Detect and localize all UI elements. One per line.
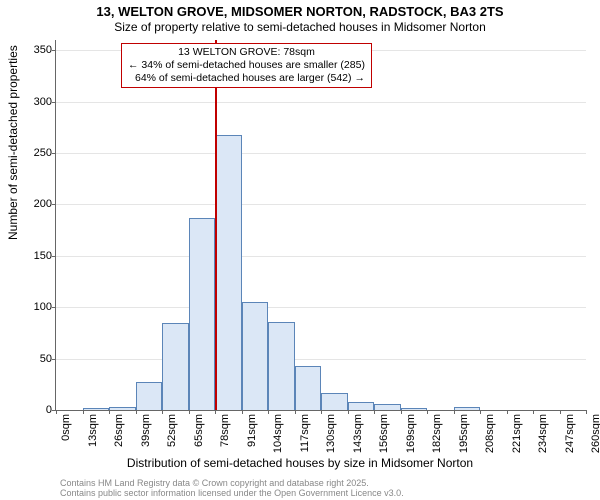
x-tick-label: 26sqm	[113, 414, 125, 447]
histogram-bar	[374, 404, 401, 410]
x-tick	[348, 410, 349, 414]
y-tick	[52, 153, 56, 154]
x-tick	[401, 410, 402, 414]
y-tick-label: 100	[34, 301, 52, 313]
histogram-bar	[348, 402, 375, 410]
y-tick-label: 50	[40, 353, 52, 365]
y-tick-label: 0	[46, 404, 52, 416]
x-tick-label: 182sqm	[431, 414, 443, 453]
histogram-bar	[136, 382, 163, 410]
x-tick-label: 234sqm	[537, 414, 549, 453]
x-tick-label: 117sqm	[299, 414, 311, 452]
annotation-box: 13 WELTON GROVE: 78sqm ← 34% of semi-det…	[121, 43, 372, 88]
y-tick	[52, 359, 56, 360]
x-tick-label: 104sqm	[272, 414, 284, 453]
x-tick	[533, 410, 534, 414]
y-axis-label: Number of semi-detached properties	[6, 45, 20, 240]
histogram-bar	[162, 323, 189, 410]
x-tick	[242, 410, 243, 414]
x-tick	[136, 410, 137, 414]
histogram-bar	[242, 302, 269, 410]
plot-area: 0501001502002503003500sqm13sqm26sqm39sqm…	[55, 40, 586, 411]
chart-subtitle: Size of property relative to semi-detach…	[0, 20, 600, 34]
x-tick-label: 195sqm	[458, 414, 470, 453]
x-tick-label: 78sqm	[219, 414, 231, 447]
x-tick	[189, 410, 190, 414]
x-tick	[83, 410, 84, 414]
x-tick	[215, 410, 216, 414]
x-tick	[454, 410, 455, 414]
x-tick	[374, 410, 375, 414]
x-tick-label: 65sqm	[193, 414, 205, 447]
x-tick	[162, 410, 163, 414]
y-tick-label: 350	[34, 44, 52, 56]
x-axis-label: Distribution of semi-detached houses by …	[0, 456, 600, 470]
histogram-bar	[215, 135, 242, 410]
histogram-bar	[295, 366, 322, 410]
histogram-bar	[454, 407, 481, 410]
histogram-bar	[109, 407, 136, 410]
gridline	[56, 204, 586, 205]
y-tick-label: 250	[34, 147, 52, 159]
x-tick	[109, 410, 110, 414]
property-marker-line	[215, 40, 217, 410]
y-tick-label: 200	[34, 198, 52, 210]
x-tick	[560, 410, 561, 414]
x-tick	[321, 410, 322, 414]
histogram-bar	[401, 408, 428, 410]
histogram-bar	[83, 408, 110, 410]
gridline	[56, 256, 586, 257]
chart-container: 13, WELTON GROVE, MIDSOMER NORTON, RADST…	[0, 0, 600, 500]
footnote-1: Contains HM Land Registry data © Crown c…	[60, 478, 369, 488]
x-tick-label: 0sqm	[60, 414, 72, 441]
x-tick	[427, 410, 428, 414]
x-tick	[480, 410, 481, 414]
y-tick	[52, 102, 56, 103]
x-tick-label: 91sqm	[246, 414, 258, 447]
histogram-bar	[321, 393, 348, 410]
gridline	[56, 102, 586, 103]
chart-title: 13, WELTON GROVE, MIDSOMER NORTON, RADST…	[0, 4, 600, 19]
x-tick	[586, 410, 587, 414]
x-tick	[56, 410, 57, 414]
annotation-line3: 64% of semi-detached houses are larger (…	[128, 72, 365, 85]
x-tick	[268, 410, 269, 414]
y-tick	[52, 256, 56, 257]
x-tick-label: 260sqm	[590, 414, 600, 453]
gridline	[56, 359, 586, 360]
x-tick-label: 130sqm	[325, 414, 337, 453]
footnote-2: Contains public sector information licen…	[60, 488, 404, 498]
histogram-bar	[268, 322, 295, 410]
x-tick	[507, 410, 508, 414]
y-tick	[52, 204, 56, 205]
histogram-bar	[189, 218, 216, 410]
x-tick-label: 13sqm	[87, 414, 99, 447]
x-tick-label: 247sqm	[564, 414, 576, 453]
y-tick	[52, 50, 56, 51]
x-tick-label: 208sqm	[484, 414, 496, 453]
x-tick-label: 52sqm	[166, 414, 178, 447]
annotation-line1: 13 WELTON GROVE: 78sqm	[128, 46, 365, 59]
gridline	[56, 153, 586, 154]
x-tick-label: 156sqm	[378, 414, 390, 453]
x-tick	[295, 410, 296, 414]
x-tick-label: 221sqm	[511, 414, 523, 453]
x-tick-label: 143sqm	[352, 414, 364, 453]
y-tick	[52, 307, 56, 308]
annotation-line2: ← 34% of semi-detached houses are smalle…	[128, 59, 365, 72]
x-tick-label: 39sqm	[140, 414, 152, 447]
y-tick-label: 300	[34, 96, 52, 108]
gridline	[56, 307, 586, 308]
y-tick-label: 150	[34, 250, 52, 262]
x-tick-label: 169sqm	[405, 414, 417, 453]
